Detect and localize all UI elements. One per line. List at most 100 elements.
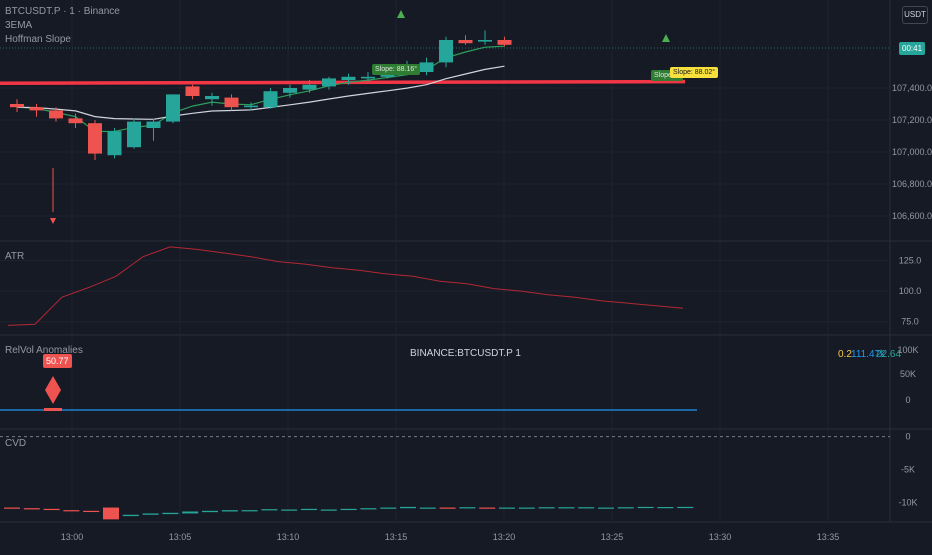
price-tick-label: 106,800.0 <box>892 179 932 189</box>
cvd-bar <box>23 508 40 510</box>
cvd-bar <box>380 507 397 509</box>
cvd-bar <box>578 507 595 509</box>
candle-body <box>68 118 83 124</box>
cvd-bar <box>142 513 159 515</box>
relvol-center-label: BINANCE:BTCUSDT.P 1 <box>410 348 521 359</box>
cvd-bar <box>499 507 515 509</box>
buy-signal-arrow <box>397 10 405 18</box>
cvd-bar <box>439 507 456 509</box>
relvol-tick-label: 0 <box>905 395 910 405</box>
candle-body <box>283 88 297 93</box>
time-tick-label: 13:10 <box>277 532 300 542</box>
ema-slow-line <box>16 65 505 120</box>
relvol-value-3: 22.64 <box>876 349 902 360</box>
relvol-tick-label: 100K <box>897 345 918 355</box>
anomaly-diamond <box>45 376 61 404</box>
price-tick-label: 107,400.0 <box>892 83 932 93</box>
ema-fast-line <box>16 45 505 133</box>
cvd-bar <box>598 507 614 509</box>
indicator-ema-label: 3EMA <box>5 20 33 31</box>
candle-body <box>322 78 336 87</box>
cvd-bar <box>162 512 179 515</box>
candle-body <box>478 40 492 42</box>
relvol-value-1: 0.2 <box>838 349 852 360</box>
cvd-bar <box>241 510 258 512</box>
candle-body <box>224 97 239 108</box>
relvol-value-2: 111.47k <box>851 349 886 360</box>
price-tick-label: 107,200.0 <box>892 115 932 125</box>
cvd-bar <box>261 509 278 511</box>
cvd-bar <box>320 509 337 511</box>
cvd-bar <box>459 507 476 509</box>
cvd-tick-label: -10K <box>898 497 917 507</box>
cvd-bar <box>558 507 575 509</box>
slope-label-3: Slope: 88.02° <box>670 67 719 78</box>
anomaly-value-tag: 50.77 <box>43 354 72 368</box>
cvd-bar <box>538 507 555 509</box>
cvd-bar <box>677 506 694 509</box>
time-tick-label: 13:25 <box>601 532 624 542</box>
cvd-bar <box>479 507 496 509</box>
atr-line <box>7 246 684 326</box>
candle-body <box>380 73 395 77</box>
time-tick-label: 13:05 <box>169 532 192 542</box>
cvd-tick-label: 0 <box>905 432 910 442</box>
candle-body <box>205 96 219 100</box>
cvd-bar <box>360 508 377 510</box>
cvd-label: CVD <box>5 438 27 449</box>
candle-body <box>127 121 141 148</box>
time-tick-label: 13:20 <box>493 532 516 542</box>
cvd-bar <box>182 511 199 514</box>
candle-body <box>244 105 258 108</box>
sell-signal-arrow <box>50 218 56 224</box>
candle-body <box>29 107 44 111</box>
time-tick-label: 13:00 <box>61 532 84 542</box>
atr-tick-label: 75.0 <box>901 317 919 327</box>
cvd-tick-label: -5K <box>901 464 915 474</box>
candle-body <box>361 76 375 79</box>
buy-signal-arrow <box>662 34 670 42</box>
price-tick-label: 106,600.0 <box>892 211 932 221</box>
cvd-bar <box>340 508 357 511</box>
relvol-label: RelVol Anomalies <box>5 345 83 356</box>
indicator-hoffman-label: Hoffman Slope <box>5 34 71 45</box>
candle-body <box>439 40 453 63</box>
currency-button[interactable]: USDT <box>902 6 928 24</box>
candle-body <box>10 104 24 108</box>
relvol-tick-label: 50K <box>900 369 916 379</box>
cvd-bar <box>43 508 60 511</box>
atr-tick-label: 100.0 <box>899 286 922 296</box>
symbol-line: BTCUSDT.P · 1 · Binance <box>5 6 120 17</box>
candle-body <box>263 91 278 108</box>
anomaly-bar <box>44 408 62 411</box>
candle-body <box>497 40 512 45</box>
cvd-bar <box>400 506 416 509</box>
cvd-bar <box>518 507 535 509</box>
candle-body <box>88 123 102 154</box>
currency-button-label: USDT <box>904 10 926 19</box>
cvd-bar <box>122 514 139 517</box>
cvd-bar <box>657 507 674 509</box>
candle-body <box>166 94 180 122</box>
price-tick-label: 107,000.0 <box>892 147 932 157</box>
cvd-bar <box>221 510 238 512</box>
cvd-bar <box>63 510 80 512</box>
candle-body <box>419 62 434 72</box>
last-price-tag: 00:41 <box>899 42 926 55</box>
candle-body <box>185 86 200 96</box>
candle-body <box>146 121 161 128</box>
cvd-bar <box>419 507 436 509</box>
candle-body <box>107 131 122 156</box>
time-tick-label: 13:30 <box>709 532 732 542</box>
slope-label-2: Slope: 8 <box>651 70 683 81</box>
atr-label: ATR <box>5 251 25 262</box>
resistance-line <box>0 79 686 85</box>
time-tick-label: 13:15 <box>385 532 408 542</box>
cvd-bar <box>4 507 20 509</box>
atr-tick-label: 125.0 <box>899 255 922 265</box>
candle-body <box>302 84 317 90</box>
cvd-bar <box>637 506 654 509</box>
cvd-bar <box>281 509 298 511</box>
